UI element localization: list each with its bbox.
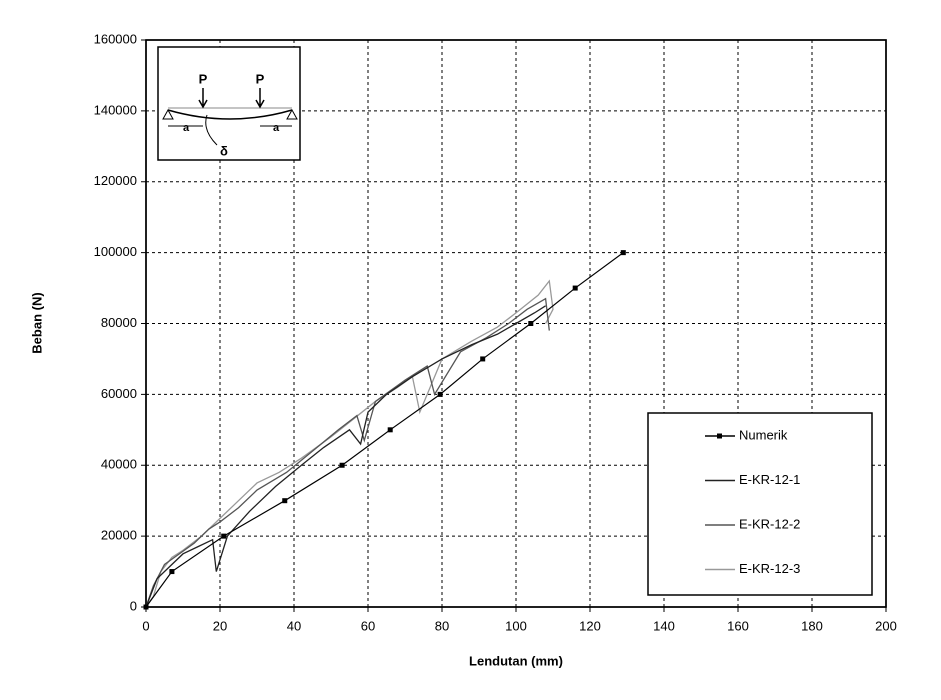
y-tick-label: 120000	[94, 173, 137, 188]
marker	[528, 321, 534, 326]
x-tick-label: 20	[213, 618, 227, 633]
legend-label: E-KR-12-1	[739, 472, 800, 487]
y-tick-label: 100000	[94, 244, 137, 259]
x-axis-label: Lendutan (mm)	[469, 653, 563, 668]
legend-label: E-KR-12-3	[739, 561, 800, 576]
x-tick-label: 100	[505, 618, 527, 633]
y-tick-label: 140000	[94, 102, 137, 117]
marker	[387, 427, 393, 433]
x-tick-label: 0	[142, 618, 149, 633]
plot-frame	[145, 39, 887, 608]
dimension-lines	[168, 114, 292, 146]
y-tick-label: 160000	[94, 31, 137, 46]
x-tick-label: 200	[875, 618, 897, 633]
marker	[282, 498, 288, 504]
y-tick-label: 80000	[101, 315, 137, 330]
x-tick-label: 60	[361, 618, 375, 633]
marker	[620, 250, 626, 256]
x-tick-label: 120	[579, 618, 601, 633]
load-arrows	[198, 88, 265, 109]
legend-label: E-KR-12-2	[739, 516, 800, 531]
x-tick-label: 80	[435, 618, 449, 633]
x-tick-label: 140	[653, 618, 675, 633]
inset-label: P	[199, 71, 208, 86]
y-tick-label: 20000	[101, 528, 137, 543]
inset-label: δ	[220, 143, 228, 158]
inset-label: a	[273, 122, 280, 134]
inset-diagram: P P a a δ	[157, 46, 301, 161]
y-tick-label: 40000	[101, 457, 137, 472]
y-tick-label: 60000	[101, 386, 137, 401]
x-tick-label: 160	[727, 618, 749, 633]
marker	[480, 356, 486, 362]
legend-box	[647, 412, 873, 596]
marker	[437, 391, 443, 397]
marker	[339, 462, 345, 468]
y-tick-label: 0	[130, 598, 137, 613]
legend-label: Numerik	[739, 427, 788, 442]
y-axis-label: Beban (N)	[29, 292, 44, 353]
x-tick-label: 180	[801, 618, 823, 633]
marker	[221, 533, 227, 539]
beam	[167, 109, 293, 120]
inset-label: P	[256, 71, 265, 86]
legend-marker	[717, 433, 722, 439]
marker	[169, 569, 175, 575]
marker	[572, 285, 578, 291]
marker	[143, 604, 149, 610]
x-tick-label: 40	[287, 618, 301, 633]
series-line	[145, 297, 550, 608]
inset-label: a	[183, 122, 190, 134]
inset-box	[157, 46, 301, 161]
series-line	[145, 305, 546, 608]
supports	[162, 108, 298, 120]
